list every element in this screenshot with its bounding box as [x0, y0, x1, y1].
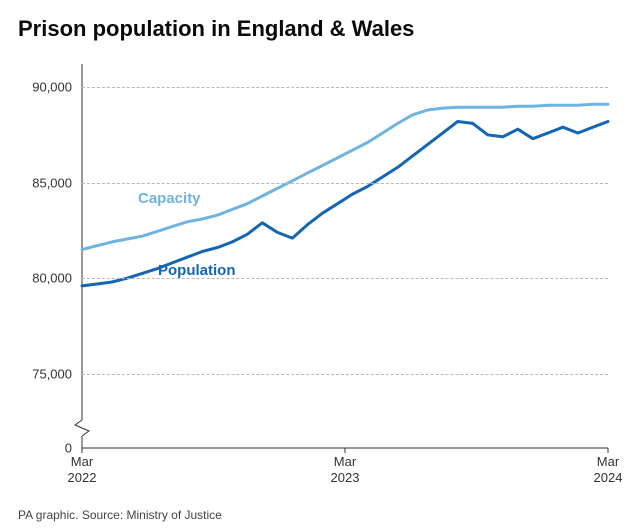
y-tick-label: 75,000: [32, 366, 78, 381]
y-tick-label: 80,000: [32, 271, 78, 286]
chart-title: Prison population in England & Wales: [18, 16, 622, 42]
gridline: [82, 183, 608, 184]
series-line-capacity: [82, 104, 608, 249]
chart-svg: [18, 50, 618, 470]
y-tick-label: 85,000: [32, 175, 78, 190]
series-label-capacity: Capacity: [138, 190, 201, 207]
x-tick-label: Mar2023: [331, 454, 360, 487]
series-label-population: Population: [158, 262, 236, 279]
chart-area: 75,00080,00085,00090,0000Mar2022Mar2023M…: [18, 50, 618, 470]
gridline: [82, 87, 608, 88]
x-tick-label: Mar2022: [68, 454, 97, 487]
gridline: [82, 374, 608, 375]
y-tick-label: 90,000: [32, 80, 78, 95]
x-tick-label: Mar2024: [594, 454, 623, 487]
source-text: PA graphic. Source: Ministry of Justice: [18, 508, 222, 522]
